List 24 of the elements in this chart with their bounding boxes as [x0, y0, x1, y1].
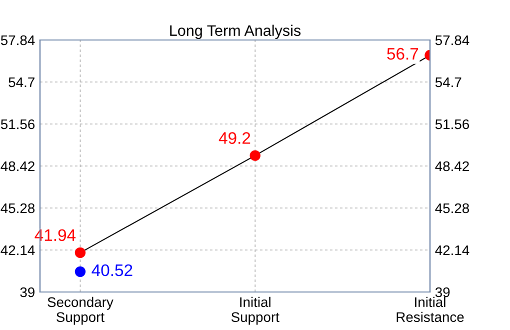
y2-tick-label: 51.56 [435, 119, 470, 130]
data-label: 49.2 [218, 132, 250, 144]
y-tick-label: 42.14 [0, 245, 35, 256]
chart-title: Long Term Analysis [170, 24, 301, 40]
y2-tick-label: 45.28 [435, 203, 470, 214]
data-label: 56.7 [387, 48, 418, 60]
x-tick-label: Initial Support [231, 296, 280, 325]
point [74, 266, 86, 278]
y-tick-label: 51.56 [0, 119, 35, 130]
y-tick-label: 54.7 [8, 77, 34, 88]
point [74, 247, 86, 258]
y-tick-label: 57.84 [0, 35, 35, 46]
y2-tick-label: 54.7 [435, 77, 462, 88]
y-tick-label: 48.42 [0, 161, 34, 172]
y-tick-label: 45.28 [0, 203, 35, 214]
y2-tick-label: 39 [435, 287, 450, 298]
x-tick-label: Initial Resistance [396, 296, 464, 322]
y2-tick-label: 48.42 [435, 161, 469, 172]
y2-tick-label: 42.14 [435, 245, 470, 256]
point [250, 150, 260, 161]
data-label: 40.52 [92, 264, 132, 276]
y-tick-label: 39 [20, 287, 34, 298]
y2-tick-label: 57.84 [435, 35, 470, 46]
x-tick-label: Secondary Support [48, 296, 114, 325]
